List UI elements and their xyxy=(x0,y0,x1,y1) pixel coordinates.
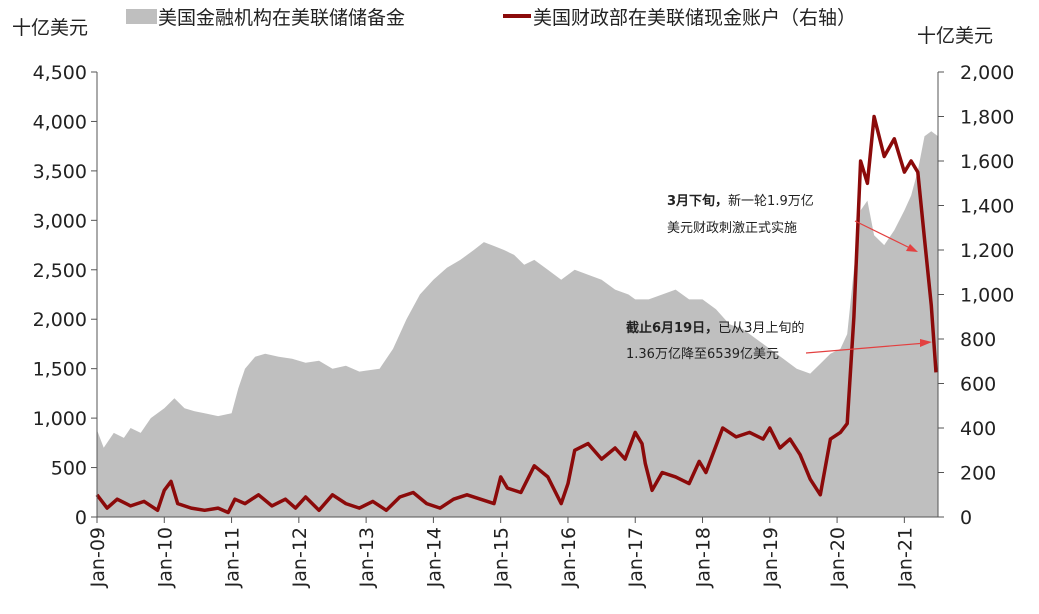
annotation-stimulus-text: 新一轮1.9万亿 xyxy=(728,193,814,209)
annotation-decline-line2: 1.36万亿降至6539亿美元 xyxy=(626,347,779,362)
right-axis-unit: 十亿美元 xyxy=(917,25,993,47)
annotation-stimulus-line1: 3月下旬，新一轮1.9万亿 xyxy=(667,193,814,209)
annotation-decline: 截止6月19日，已从3月上旬的 1.36万亿降至6539亿美元 xyxy=(626,320,932,362)
x-axis-tick-label: Jan-12 xyxy=(289,527,311,588)
right-axis-tick-label: 1,800 xyxy=(960,107,1014,129)
x-axis-tick-label: Jan-15 xyxy=(491,527,513,588)
reserves-area xyxy=(97,131,938,518)
x-axis-tick-label: Jan-14 xyxy=(423,527,445,588)
annotation-stimulus-arrow xyxy=(854,220,915,251)
x-axis-tick-label: Jan-09 xyxy=(87,527,109,588)
x-axis-tick-label: Jan-17 xyxy=(625,527,647,588)
left-axis-tick-label: 2,000 xyxy=(33,309,87,331)
left-axis-tick-label: 3,000 xyxy=(33,210,87,232)
left-axis-tick-label: 4,500 xyxy=(33,62,87,84)
legend-label-tga: 美国财政部在美联储现金账户（右轴） xyxy=(533,7,856,29)
left-axis-ticks: 0 500 1,000 1,500 2,000 2,500 3,000 3,500 4,000 4… xyxy=(33,62,97,529)
annotation-stimulus-bold: 3月下旬， xyxy=(667,193,728,209)
left-axis-tick-label: 1,000 xyxy=(33,408,87,430)
left-axis-tick-label: 4,000 xyxy=(33,111,87,133)
reserves-area-layer xyxy=(97,131,938,518)
x-axis-tick-label: Jan-18 xyxy=(693,527,715,588)
tga-line xyxy=(95,114,938,515)
x-axis-tick-label: Jan-21 xyxy=(894,527,916,588)
right-axis-tick-label: 1,600 xyxy=(960,151,1014,173)
right-axis-tick-label: 200 xyxy=(960,463,996,485)
legend-label-reserves: 美国金融机构在美联储储备金 xyxy=(158,7,405,29)
right-axis-tick-label: 600 xyxy=(960,374,996,396)
annotation-stimulus-arrowhead xyxy=(906,244,918,252)
x-axis-tick-label: Jan-11 xyxy=(222,527,244,588)
x-axis-tick-label: Jan-10 xyxy=(154,527,176,588)
x-axis-tick-label: Jan-16 xyxy=(558,527,580,588)
left-axis-tick-label: 2,500 xyxy=(33,260,87,282)
x-axis-tick-label: Jan-13 xyxy=(356,527,378,588)
left-axis-unit: 十亿美元 xyxy=(12,17,88,39)
x-axis-tick-label: Jan-19 xyxy=(760,527,782,588)
annotation-decline-bold: 截止6月19日， xyxy=(626,320,718,336)
x-axis-ticks: Jan-09 Jan-10 Jan-11 Jan-12 Jan-13 Jan-14 Jan-… xyxy=(87,517,916,588)
annotation-stimulus: 3月下旬，新一轮1.9万亿 美元财政刺激正式实施 xyxy=(667,193,918,252)
legend: 美国金融机构在美联储储备金 美国财政部在美联储现金账户（右轴） xyxy=(126,7,856,29)
right-axis-tick-label: 1,400 xyxy=(960,196,1014,218)
right-axis-tick-label: 0 xyxy=(960,507,972,529)
annotation-decline-line1: 截止6月19日，已从3月上旬的 xyxy=(626,320,804,336)
left-axis-tick-label: 0 xyxy=(75,507,87,529)
tga-line-layer xyxy=(95,114,938,515)
annotation-decline-arrowhead xyxy=(920,339,932,347)
annotation-stimulus-line2: 美元财政刺激正式实施 xyxy=(667,221,797,236)
annotation-decline-text: 已从3月上旬的 xyxy=(718,320,804,336)
left-axis-tick-label: 3,500 xyxy=(33,161,87,183)
left-axis-tick-label: 1,500 xyxy=(33,359,87,381)
annotation-decline-arrow xyxy=(805,342,927,354)
right-axis-ticks: 0 200 400 600 800 1,000 1,200 1,400 1,600 1,800 2,… xyxy=(938,62,1014,529)
right-axis-tick-label: 1,000 xyxy=(960,285,1014,307)
right-axis-tick-label: 800 xyxy=(960,329,996,351)
right-axis-tick-label: 400 xyxy=(960,418,996,440)
legend-swatch-reserves xyxy=(126,9,157,24)
right-axis-tick-label: 1,200 xyxy=(960,240,1014,262)
x-axis-tick-label: Jan-20 xyxy=(827,527,849,588)
left-axis-tick-label: 500 xyxy=(51,458,87,480)
right-axis-tick-label: 2,000 xyxy=(960,62,1014,84)
